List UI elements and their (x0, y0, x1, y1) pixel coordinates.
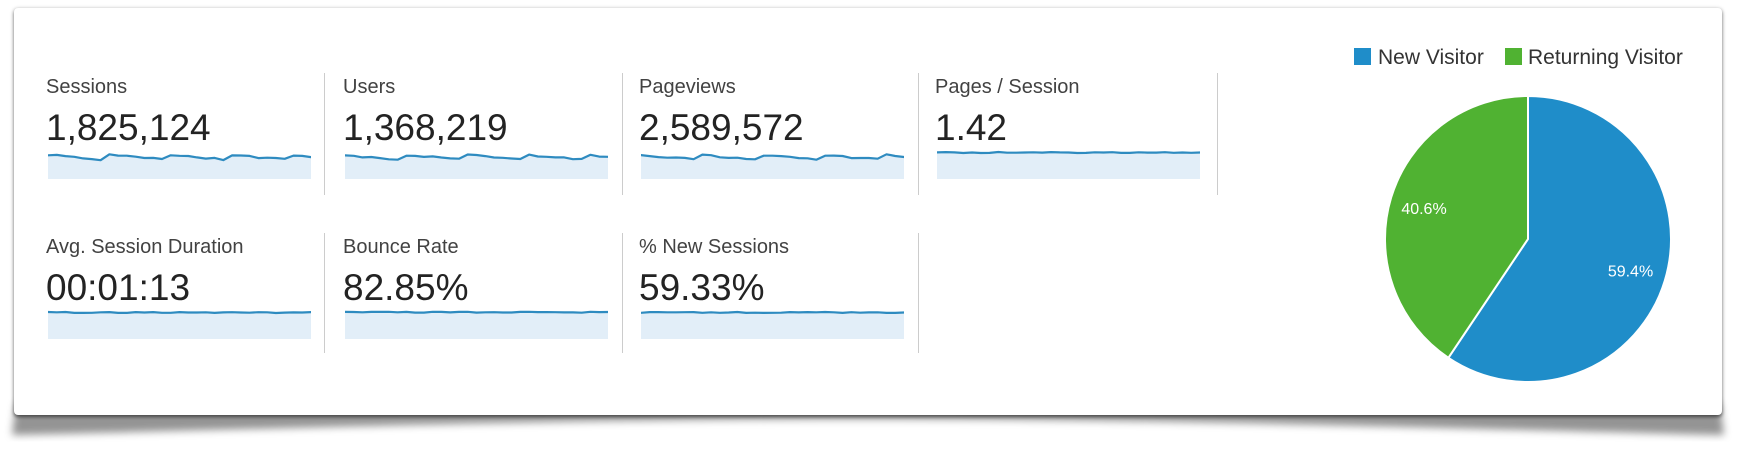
svg-text:40.6%: 40.6% (1401, 200, 1446, 217)
svg-text:59.4%: 59.4% (1608, 263, 1653, 280)
